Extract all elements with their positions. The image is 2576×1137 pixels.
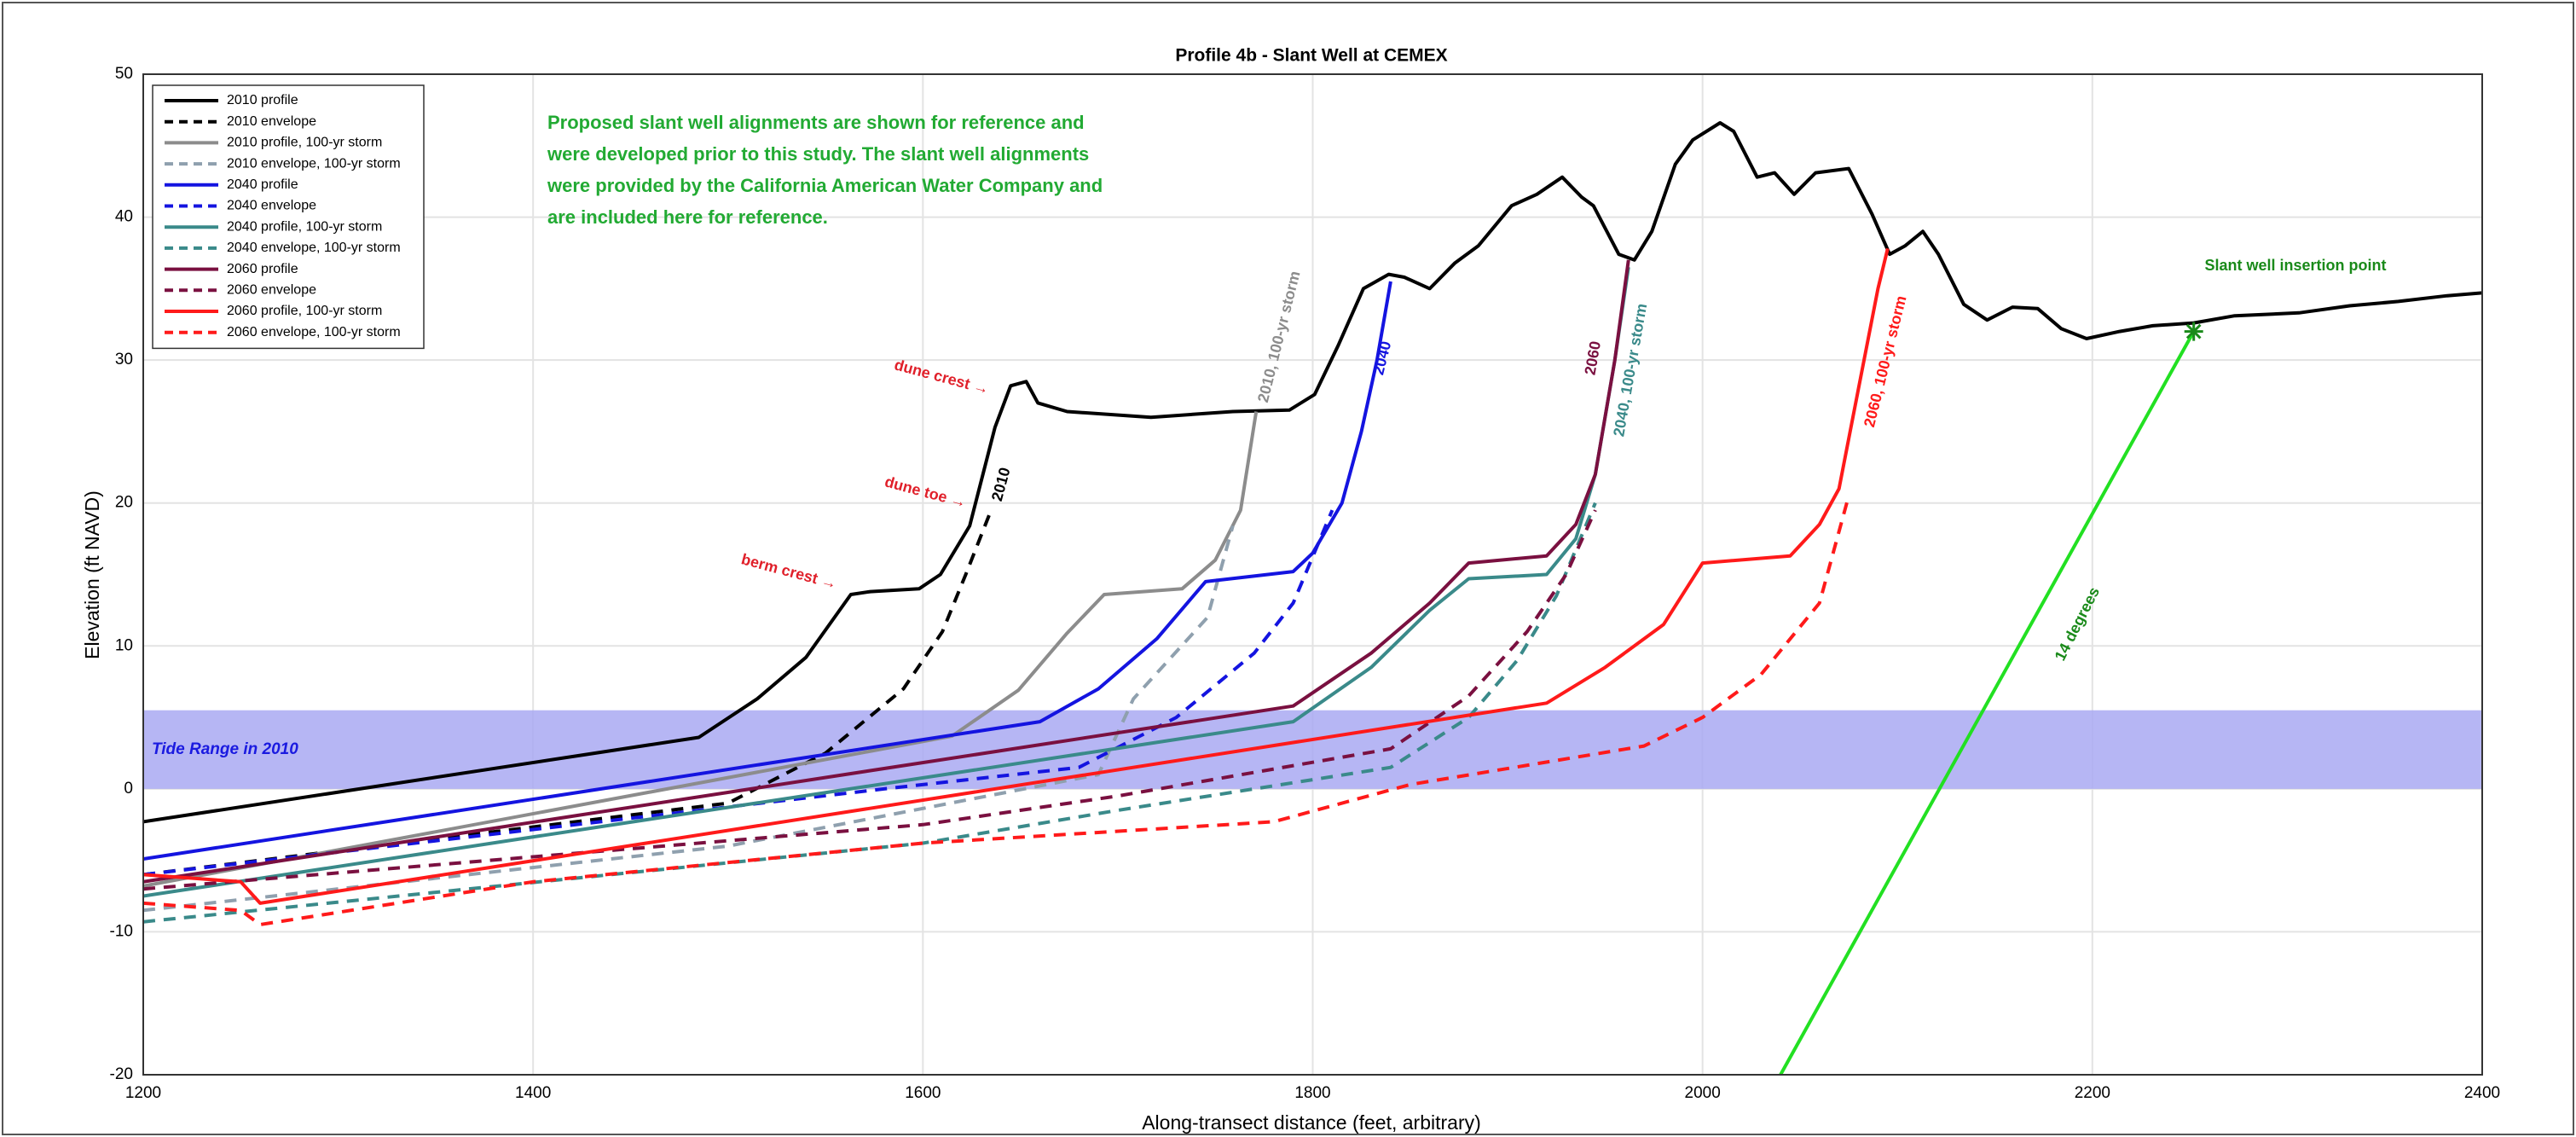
annotation: Slant well insertion point — [2204, 257, 2386, 274]
legend-label: 2040 envelope, 100-yr storm — [227, 241, 401, 255]
series-line — [143, 509, 1597, 891]
chart-title: Profile 4b - Slant Well at CEMEX — [1175, 46, 1447, 66]
y-axis-label: Elevation (ft NAVD) — [81, 490, 103, 659]
legend-label: 2040 envelope — [227, 199, 316, 213]
x-tick-label: 2200 — [2075, 1084, 2110, 1102]
tide-band — [143, 710, 2482, 789]
y-tick-label: 10 — [115, 636, 133, 654]
insertion-marker — [2184, 322, 2203, 341]
y-tick-label: 0 — [124, 780, 133, 798]
series-line — [143, 495, 1851, 926]
y-tick-label: 50 — [115, 65, 133, 83]
y-tick-label: 40 — [115, 208, 133, 226]
series-line — [143, 247, 1890, 905]
series-line — [143, 509, 1334, 877]
marker-stroke — [2185, 323, 2202, 339]
x-tick-label: 1400 — [515, 1084, 551, 1102]
legend-label: 2040 profile, 100-yr storm — [227, 219, 382, 234]
note-line: Proposed slant well alignments are shown… — [547, 112, 1085, 133]
note-line: were developed prior to this study. The … — [547, 143, 1089, 165]
series-line — [143, 121, 2482, 824]
legend: 2010 profile 2010 envelope 2010 profile, 1… — [152, 84, 425, 350]
x-tick-label: 1200 — [125, 1084, 161, 1102]
x-tick-label: 2000 — [1685, 1084, 1721, 1102]
legend-label: 2060 envelope, 100-yr storm — [227, 325, 401, 339]
series-line — [143, 525, 1235, 913]
slant-well-line — [1779, 330, 2196, 1075]
note-line: are included here for reference. — [547, 206, 828, 228]
legend-label: 2010 profile — [227, 93, 298, 107]
note-line: were provided by the California American… — [547, 175, 1103, 196]
y-tick-label: -10 — [110, 922, 133, 940]
y-tick-label: -20 — [110, 1065, 133, 1083]
series-line — [143, 281, 1392, 861]
legend-label: 2040 profile — [227, 177, 298, 192]
axes-box — [142, 73, 2483, 1076]
legend-box — [152, 84, 425, 350]
y-tick-label: 20 — [115, 494, 133, 512]
legend-label: 2060 envelope — [227, 283, 316, 298]
x-tick-label: 1800 — [1294, 1084, 1330, 1102]
series-line — [143, 259, 1630, 884]
legend-label: 2010 profile, 100-yr storm — [227, 136, 382, 150]
x-tick-label: 2400 — [2464, 1084, 2500, 1102]
y-tick-label: 30 — [115, 351, 133, 368]
tide-band-label: Tide Range in 2010 — [152, 740, 298, 758]
series-line — [143, 509, 993, 877]
legend-label: 2010 envelope, 100-yr storm — [227, 156, 401, 171]
legend-label: 2060 profile, 100-yr storm — [227, 304, 382, 318]
x-tick-label: 1600 — [905, 1084, 941, 1102]
legend-label: 2010 envelope — [227, 114, 316, 129]
x-axis-label: Along-transect distance (feet, arbitrary… — [1142, 1111, 1481, 1134]
legend-label: 2060 profile — [227, 262, 298, 276]
